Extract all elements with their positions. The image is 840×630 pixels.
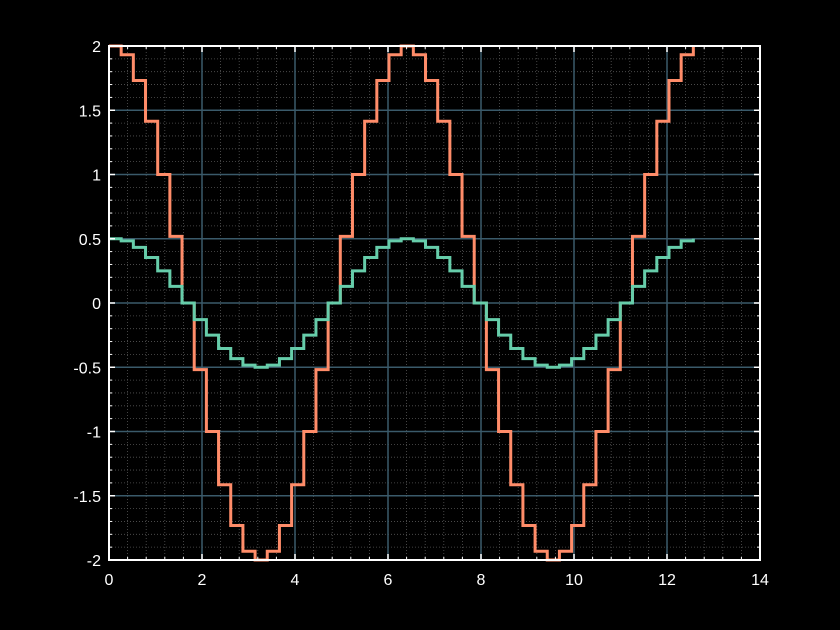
y-tick-label: 0 [92,296,101,313]
y-tick-label: -0.5 [73,360,101,377]
major-grid [109,46,760,560]
y-tick-label: 2 [92,39,101,56]
y-axis-tick-labels: -2 -1.5 -1 -0.5 0 0.5 1 1.5 2 [73,39,101,570]
axis-ticks [108,45,761,561]
y-tick-label: -1.5 [73,489,101,506]
series-line-2 [109,237,695,369]
x-tick-label: 2 [198,572,207,589]
x-tick-label: 14 [751,572,769,589]
x-tick-label: 4 [291,572,300,589]
x-axis-tick-labels: 0 2 4 6 8 10 12 14 [105,572,769,589]
y-tick-label: 1 [92,168,101,185]
x-tick-label: 10 [565,572,583,589]
y-tick-label: 0.5 [79,232,101,249]
x-tick-label: 12 [658,572,676,589]
x-tick-label: 8 [477,572,486,589]
y-tick-label: -2 [87,553,101,570]
x-tick-label: 6 [384,572,393,589]
y-tick-label: -1 [87,425,101,442]
x-tick-label: 0 [105,572,114,589]
y-tick-label: 1.5 [79,103,101,120]
